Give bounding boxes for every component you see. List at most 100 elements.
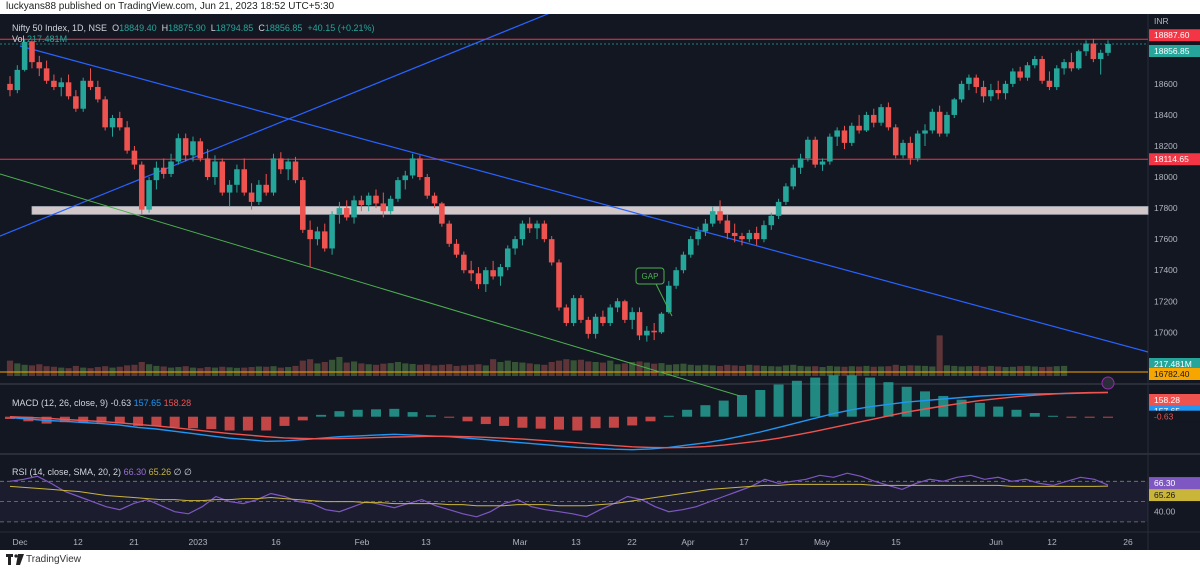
last-price-badge: 18856.85: [1154, 46, 1190, 56]
candle-body: [951, 99, 958, 115]
chart-svg[interactable]: GAP1680017000172001740017600178001800018…: [0, 14, 1200, 550]
volume-bar: [592, 362, 599, 376]
volume-bar: [607, 360, 614, 376]
candle-body: [73, 96, 79, 109]
high-value: 18875.90: [168, 23, 206, 33]
volume-bar: [673, 364, 680, 376]
candle-body: [966, 77, 972, 84]
candle-body: [592, 316, 599, 334]
flash-icon[interactable]: [1101, 376, 1115, 390]
candle-body: [834, 130, 840, 137]
volume-bar: [621, 363, 628, 376]
macd-histogram-bar: [297, 416, 308, 421]
candle-body: [7, 83, 13, 91]
volume-bar: [321, 362, 328, 376]
volume-bar: [965, 366, 972, 376]
candle-body: [849, 125, 855, 143]
macd-histogram-bar: [371, 409, 381, 417]
candle-body: [21, 41, 28, 70]
candle-body: [329, 214, 335, 249]
macd-histogram-bar: [133, 416, 144, 426]
candle-body: [234, 169, 240, 185]
rsi-badge: 66.30: [1154, 478, 1176, 488]
volume-bar: [731, 365, 738, 376]
rsi-extra: ∅ ∅: [173, 467, 192, 477]
candle-body: [775, 201, 782, 216]
candle-body: [138, 164, 145, 210]
price-tick-label: 18000: [1154, 172, 1178, 182]
volume-bar: [28, 365, 36, 376]
volume-bar: [790, 364, 797, 376]
macd-histogram-bar: [828, 375, 839, 417]
candle-body: [680, 254, 687, 271]
macd-histogram-bar: [883, 382, 894, 417]
volume-bar: [958, 366, 965, 376]
volume-bar: [878, 366, 885, 376]
trendline-falling: [19, 45, 1149, 353]
candle-body: [534, 223, 540, 229]
volume-bar: [36, 364, 43, 376]
candle-body: [914, 133, 921, 159]
volume-bar: [804, 366, 811, 376]
candle-body: [973, 77, 980, 87]
volume-bar: [856, 366, 863, 376]
volume-bar: [614, 364, 621, 376]
macd-histogram-bar: [224, 416, 235, 431]
macd-line: [9, 391, 1109, 451]
volume-bar: [870, 366, 877, 376]
volume-bar: [834, 366, 841, 376]
candle-body: [805, 139, 811, 159]
volume-bar: [826, 365, 833, 376]
volume-bar: [973, 365, 980, 376]
close-label: C: [258, 23, 265, 33]
volume-bar: [402, 363, 409, 376]
candle-body: [746, 232, 753, 240]
candle-body: [687, 239, 694, 255]
candle-body: [453, 243, 460, 255]
candle-body: [526, 223, 533, 229]
volume-bar: [724, 364, 731, 376]
candle-body: [182, 138, 189, 156]
macd-histogram-bar: [718, 400, 729, 417]
footer: TradingView: [0, 550, 1200, 570]
candle-body: [856, 125, 862, 131]
macd-histogram-bar: [188, 416, 198, 429]
footer-brand: TradingView: [26, 554, 82, 565]
candle-body: [270, 158, 277, 193]
candle-body: [636, 312, 643, 336]
candle-body: [702, 223, 709, 232]
candle-body: [790, 167, 797, 187]
open-label: O: [112, 23, 120, 33]
candle-body: [936, 111, 943, 134]
volume-bar: [372, 364, 380, 376]
candle-body: [644, 330, 650, 336]
candle-body: [651, 330, 657, 333]
candle-body: [365, 195, 372, 205]
candle-body: [439, 203, 445, 224]
candle-body: [117, 118, 123, 128]
volume-bar: [394, 362, 402, 376]
time-tick-label: Apr: [681, 537, 694, 547]
macd-histogram-bar: [151, 416, 162, 426]
macd-legend: MACD (12, 26, close, 9) -0.63 157.65 158…: [12, 398, 191, 408]
macd-histogram-bar: [1029, 413, 1040, 417]
price-tick-label: 18600: [1154, 79, 1178, 89]
candle-body: [358, 200, 365, 205]
rsi-line: [9, 472, 1109, 518]
macd-histogram-bar: [499, 416, 510, 426]
volume-bar: [21, 364, 28, 376]
candle-body: [1053, 68, 1060, 87]
macd-histogram-bar: [334, 411, 345, 417]
chart-area[interactable]: GAP1680017000172001740017600178001800018…: [0, 14, 1200, 550]
candle-body: [29, 41, 35, 63]
volume-bar: [680, 363, 687, 376]
time-tick-label: May: [814, 537, 831, 547]
rsi-sma-badge: 65.26: [1154, 490, 1176, 500]
volume-bar: [995, 366, 1002, 376]
volume-bar: [892, 364, 899, 376]
volume-bar: [929, 366, 936, 376]
volume-bar: [387, 363, 394, 376]
volume-bar: [555, 360, 563, 376]
volume-bar: [314, 363, 321, 376]
macd-histogram-bar: [242, 416, 253, 431]
